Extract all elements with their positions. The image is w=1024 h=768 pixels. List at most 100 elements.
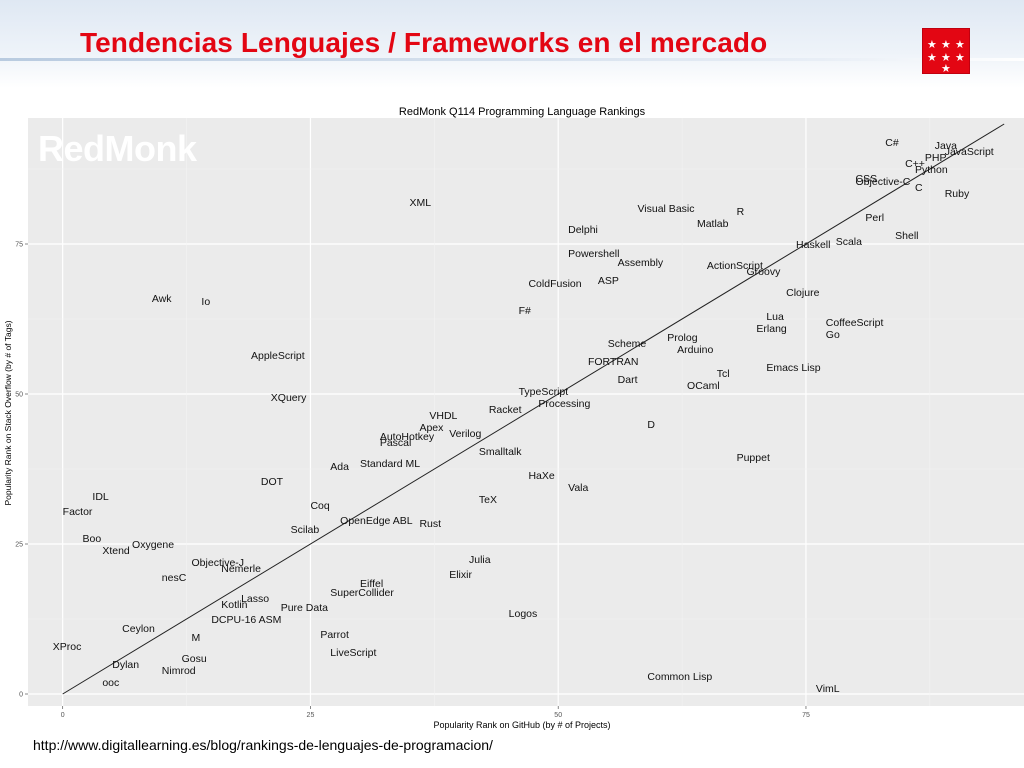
point-label-supercollider: SuperCollider — [330, 587, 394, 599]
point-label-common-lisp: Common Lisp — [647, 671, 712, 683]
point-label-scala: Scala — [836, 236, 862, 248]
chart-container: RedMonk Q114 Programming Language Rankin… — [0, 100, 1024, 732]
point-label-xproc: XProc — [53, 641, 82, 653]
point-label-fortran: FORTRAN — [588, 356, 639, 368]
point-label-m: M — [192, 632, 201, 644]
point-label-matlab: Matlab — [697, 218, 729, 230]
point-label-vhdl: VHDL — [429, 410, 457, 422]
header-stripe — [0, 58, 1024, 61]
point-label-actionscript: ActionScript — [707, 260, 763, 272]
trend-line — [62, 123, 1005, 695]
point-label-boo: Boo — [83, 533, 102, 545]
point-label-scilab: Scilab — [291, 524, 320, 536]
point-label-objective-c: Objective-C — [856, 176, 911, 188]
point-label-xml: XML — [410, 197, 432, 209]
point-label-dcpu-16-asm: DCPU-16 ASM — [211, 614, 281, 626]
point-label-applescript: AppleScript — [251, 350, 305, 362]
x-tick-label: 0 — [61, 712, 65, 719]
plot-panel — [28, 118, 1024, 706]
point-label-visual-basic: Visual Basic — [637, 203, 694, 215]
y-tick-label: 50 — [15, 392, 23, 399]
point-label-javascript: JavaScript — [945, 146, 994, 158]
point-label-asp: ASP — [598, 275, 619, 287]
point-label-parrot: Parrot — [320, 629, 349, 641]
point-label-java: Java — [935, 140, 957, 152]
point-label-standard-ml: Standard ML — [360, 458, 420, 470]
point-label-puppet: Puppet — [737, 452, 770, 464]
point-labels-layer: C# JavaJavaScriptPHPC++PythonCSSObjective… — [53, 137, 994, 695]
point-label-typescript: TypeScript — [519, 386, 569, 398]
point-label-clojure: Clojure — [786, 287, 819, 299]
point-label-erlang: Erlang — [756, 323, 787, 335]
point-label-emacs-lisp: Emacs Lisp — [766, 362, 820, 374]
point-label-apex: Apex — [419, 422, 444, 434]
point-label-xquery: XQuery — [271, 392, 307, 404]
header-band — [0, 0, 1024, 88]
logo-star-icon: ★ — [941, 51, 951, 64]
point-label-powershell: Powershell — [568, 248, 619, 260]
point-label-elixir: Elixir — [449, 569, 472, 581]
point-label-tex: TeX — [479, 494, 497, 506]
point-label-ceylon: Ceylon — [122, 623, 155, 635]
slide-title: Tendencias Lenguajes / Frameworks en el … — [80, 27, 768, 58]
point-label-ooc: ooc — [102, 677, 119, 689]
point-label-smalltalk: Smalltalk — [479, 446, 522, 458]
x-tick-label: 25 — [307, 712, 315, 719]
point-label-pure-data: Pure Data — [281, 602, 328, 614]
point-label-lua: Lua — [766, 311, 784, 323]
point-label-r: R — [737, 206, 745, 218]
point-label-arduino: Arduino — [677, 344, 713, 356]
point-label-kotlin: Kotlin — [221, 599, 247, 611]
point-label-io: Io — [201, 296, 210, 308]
point-label-python: Python — [915, 164, 948, 176]
point-label-openedge-abl: OpenEdge ABL — [340, 515, 413, 527]
point-label-groovy: Groovy — [747, 266, 782, 278]
y-axis-label: Popularity Rank on Stack Overflow (by # … — [3, 320, 13, 505]
logo-star-icon: ★ — [927, 51, 937, 64]
logo-star-icon: ★ — [955, 38, 965, 51]
x-tick-label: 50 — [554, 712, 562, 719]
point-label-go: Go — [826, 329, 840, 341]
point-label-gosu: Gosu — [182, 653, 207, 665]
point-label-processing: Processing — [538, 398, 590, 410]
grid-layer — [28, 118, 1024, 706]
point-label-nimrod: Nimrod — [162, 665, 196, 677]
point-label-d: D — [647, 419, 655, 431]
redmonk-watermark: RedMonk — [38, 128, 198, 169]
point-label-f-: F# — [519, 305, 531, 317]
point-label-lasso: Lasso — [241, 593, 269, 605]
point-label-verilog: Verilog — [449, 428, 481, 440]
point-label-nemerle: Nemerle — [221, 563, 261, 575]
point-label-php: PHP — [925, 152, 947, 164]
point-label-css: CSS — [856, 173, 878, 185]
point-label-ruby: Ruby — [945, 188, 970, 200]
point-label-viml: VimL — [816, 683, 840, 695]
point-label-assembly: Assembly — [618, 257, 664, 269]
point-label-ada: Ada — [330, 461, 349, 473]
point-label-dot: DOT — [261, 476, 284, 488]
point-label-haskell: Haskell — [796, 239, 830, 251]
point-label-coldfusion: ColdFusion — [528, 278, 581, 290]
y-tick-label: 0 — [19, 692, 23, 699]
y-tick-label: 25 — [15, 542, 23, 549]
y-tick-label: 75 — [15, 242, 23, 249]
point-label-oxygene: Oxygene — [132, 539, 174, 551]
logo-star-icon: ★ — [927, 38, 937, 51]
comunidad-de-madrid-flag-logo: ★ ★ ★ ★ ★ ★ ★ — [922, 28, 970, 74]
point-label-objective-j: Objective-J — [192, 557, 245, 569]
point-label-dylan: Dylan — [112, 659, 139, 671]
point-label-dart: Dart — [618, 374, 638, 386]
point-label-coq: Coq — [310, 500, 329, 512]
tick-labels-layer: 0 25 50 75 0 25 50 75 — [15, 242, 810, 720]
point-label-livescript: LiveScript — [330, 647, 376, 659]
point-label-nesc: nesC — [162, 572, 187, 584]
point-label-racket: Racket — [489, 404, 522, 416]
point-label-xtend: Xtend — [102, 545, 130, 557]
logo-star-icon: ★ — [941, 62, 951, 75]
source-link[interactable]: http://www.digitallearning.es/blog/ranki… — [33, 737, 493, 753]
point-label-delphi: Delphi — [568, 224, 598, 236]
point-label-shell: Shell — [895, 230, 918, 242]
point-label-coffeescript: CoffeeScript — [826, 317, 884, 329]
logo-star-icon: ★ — [955, 51, 965, 64]
point-label-pascal: Pascal — [380, 437, 412, 449]
